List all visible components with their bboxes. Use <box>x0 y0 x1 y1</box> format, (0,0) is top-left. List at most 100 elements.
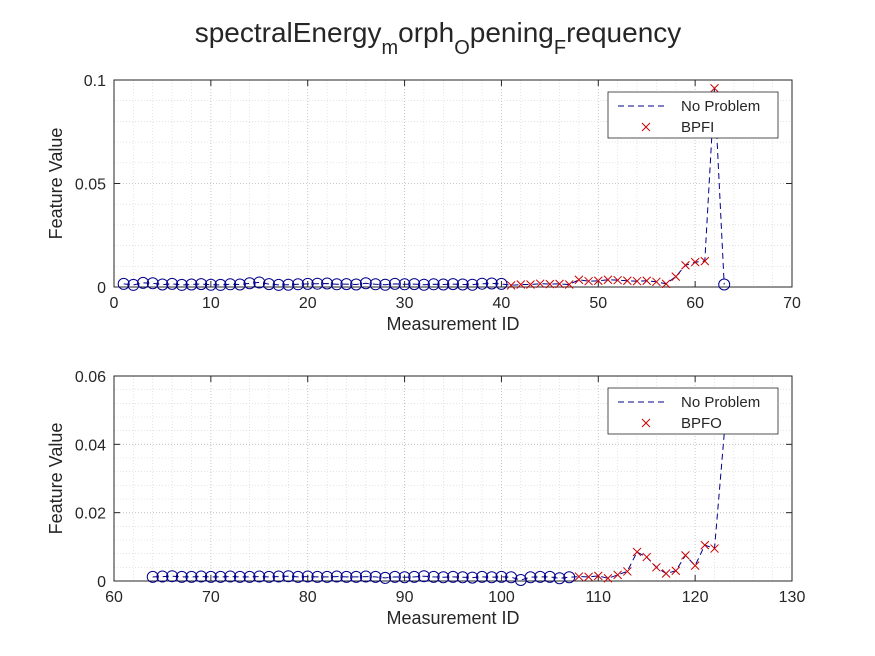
no-problem-marker <box>466 571 479 584</box>
fault-marker <box>603 573 613 583</box>
fault-marker <box>506 280 516 290</box>
no-problem-marker <box>195 278 208 291</box>
no-problem-marker <box>514 573 527 586</box>
x-tick-label: 110 <box>586 589 612 606</box>
fault-marker <box>574 572 584 581</box>
fault-marker <box>671 272 681 282</box>
x-tick-label: 100 <box>488 589 515 606</box>
x-tick-label: 120 <box>682 589 709 606</box>
fault-marker <box>681 260 690 270</box>
no-problem-marker <box>543 570 556 583</box>
fault-marker <box>710 83 719 93</box>
x-tick-label: 40 <box>493 295 511 312</box>
no-problem-marker <box>427 570 440 583</box>
no-problem-marker <box>166 570 179 583</box>
no-problem-marker <box>359 570 372 583</box>
fault-marker <box>681 551 690 560</box>
no-problem-marker <box>214 570 227 583</box>
no-problem-marker <box>321 570 334 583</box>
no-problem-marker <box>282 278 295 291</box>
fault-marker <box>671 566 681 576</box>
fault-marker <box>661 569 671 578</box>
no-problem-marker <box>447 570 459 583</box>
no-problem-marker <box>388 570 401 583</box>
no-problem-marker <box>524 571 537 584</box>
no-problem-marker <box>195 570 208 583</box>
x-tick-label: 10 <box>202 295 220 312</box>
title-segment: spectralEnergy <box>195 17 382 48</box>
y-tick-label: 0.06 <box>75 369 106 386</box>
no-problem-marker <box>476 277 489 290</box>
no-problem-marker <box>408 570 421 583</box>
title-subscript: F <box>554 37 566 59</box>
fault-marker <box>555 279 564 289</box>
fault-marker <box>642 276 652 286</box>
no-problem-marker <box>311 570 324 583</box>
title-subscript: m <box>381 37 398 59</box>
no-problem-marker <box>388 277 401 290</box>
title-segment: requency <box>566 17 681 48</box>
no-problem-marker <box>350 278 363 291</box>
fault-marker <box>535 279 545 289</box>
no-problem-marker <box>534 570 547 583</box>
x-tick-label: 60 <box>105 589 123 606</box>
fault-marker <box>642 552 652 562</box>
no-problem-marker <box>437 278 450 291</box>
legend-x-swatch <box>641 418 651 428</box>
no-problem-marker <box>301 277 314 290</box>
no-problem-marker <box>417 570 430 583</box>
x-tick-label: 130 <box>779 589 806 606</box>
fault-marker <box>710 544 719 553</box>
no-problem-marker <box>330 570 343 583</box>
fault-marker <box>545 279 555 289</box>
x-tick-label: 70 <box>202 589 220 606</box>
y-tick-label: 0.05 <box>75 177 106 194</box>
y-axis-label: Feature Value <box>46 423 66 535</box>
series-line-no-problem <box>123 88 725 286</box>
no-problem-marker <box>408 278 421 291</box>
no-problem-marker <box>224 570 237 583</box>
x-axis-label: Measurement ID <box>386 314 519 334</box>
x-tick-label: 60 <box>686 295 704 312</box>
no-problem-marker <box>243 570 256 583</box>
fault-marker <box>603 275 613 285</box>
no-problem-marker <box>146 277 159 290</box>
no-problem-marker <box>437 571 450 584</box>
fault-marker <box>593 276 603 286</box>
no-problem-marker <box>272 278 285 291</box>
fault-marker <box>613 275 623 285</box>
no-problem-marker <box>417 278 430 291</box>
fault-marker <box>516 280 526 289</box>
fault-marker <box>584 572 593 582</box>
no-problem-marker <box>156 278 169 291</box>
no-problem-marker <box>495 570 508 583</box>
title-segment: pening <box>470 17 554 48</box>
fault-marker <box>652 562 661 572</box>
no-problem-marker <box>204 278 217 291</box>
fault-marker <box>632 276 642 286</box>
y-tick-label: 0 <box>97 574 106 591</box>
x-tick-label: 70 <box>783 295 801 312</box>
y-tick-label: 0.04 <box>75 437 106 454</box>
no-problem-marker <box>485 277 498 290</box>
fault-marker <box>652 277 661 287</box>
legend-label: BPFI <box>681 119 714 136</box>
no-problem-marker <box>718 278 731 291</box>
no-problem-marker <box>185 570 198 583</box>
no-problem-marker <box>505 571 518 584</box>
no-problem-marker <box>485 571 498 584</box>
no-problem-marker <box>359 277 372 290</box>
fault-marker <box>574 275 584 285</box>
title-segment: orph <box>398 17 454 48</box>
no-problem-marker <box>185 278 198 291</box>
axes-box <box>113 375 793 582</box>
no-problem-marker <box>253 570 266 583</box>
no-problem-marker <box>224 278 237 291</box>
no-problem-marker <box>127 278 140 291</box>
no-problem-marker <box>282 570 295 583</box>
no-problem-marker <box>262 570 275 583</box>
x-tick-label: 20 <box>299 295 317 312</box>
figure-title: spectralEnergymorphOpeningFrequency <box>195 17 682 59</box>
no-problem-marker <box>340 570 353 583</box>
fault-marker <box>622 567 632 576</box>
